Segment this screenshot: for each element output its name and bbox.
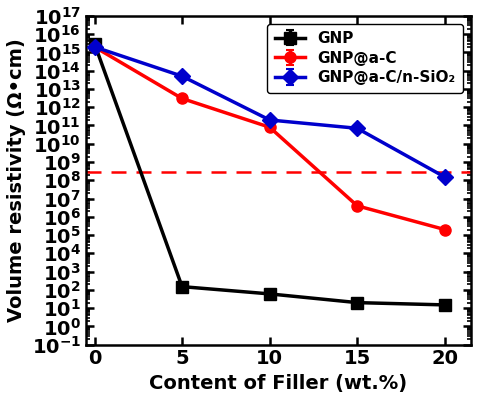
- X-axis label: Content of Filler (wt.%): Content of Filler (wt.%): [149, 374, 407, 393]
- Y-axis label: Volume resistivity (Ω•cm): Volume resistivity (Ω•cm): [7, 38, 26, 322]
- Legend: GNP, GNP@a-C, GNP@a-C/n-SiO₂: GNP, GNP@a-C, GNP@a-C/n-SiO₂: [267, 24, 463, 93]
